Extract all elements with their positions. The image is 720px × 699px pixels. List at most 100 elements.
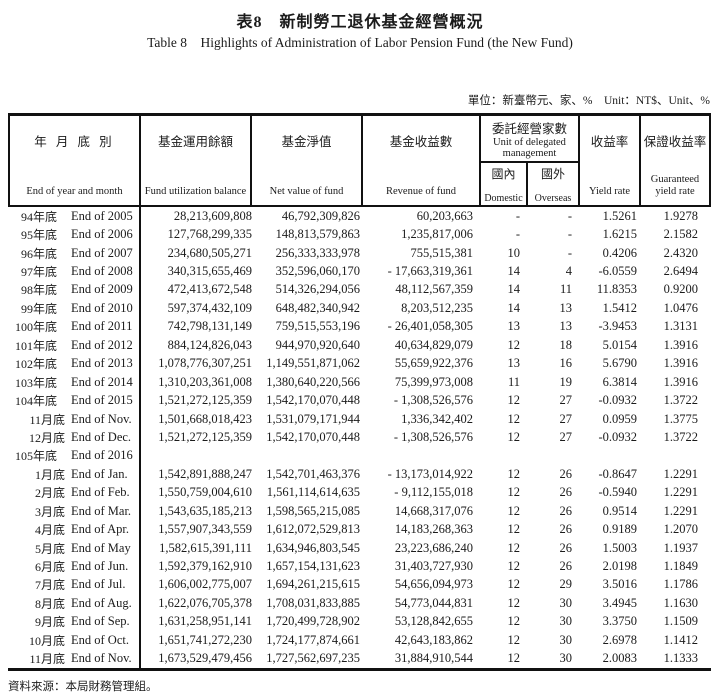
cell-domestic-units: 12 bbox=[507, 595, 521, 610]
cell-fund-utilization-balance: 1,521,272,125,359 bbox=[158, 429, 252, 444]
header-revenue: 基金收益數 Revenue of fund bbox=[363, 116, 481, 205]
cell-yield-rate: -0.0932 bbox=[598, 393, 637, 408]
cell-period-zh: 94年底 bbox=[20, 209, 57, 224]
cell-overseas-units: 27 bbox=[559, 411, 573, 426]
cell-revenue: 14,183,268,363 bbox=[394, 522, 473, 537]
header-overseas-zh: 國外 bbox=[540, 167, 565, 181]
table-row: 11月底 End of Nov. 1,673,529,479,456 1,727… bbox=[8, 649, 711, 668]
cell-period-en: End of 2008 bbox=[71, 264, 133, 279]
cell-guaranteed-yield-rate: 1.0476 bbox=[663, 300, 698, 315]
cell-domestic-units: 12 bbox=[507, 522, 521, 537]
table-row: 11月底 End of Nov. 1,501,668,018,423 1,531… bbox=[8, 409, 711, 429]
cell-fund-utilization-balance: 1,582,615,391,111 bbox=[159, 540, 252, 555]
cell-overseas-units: 26 bbox=[559, 522, 573, 537]
cell-guaranteed-yield-rate: 1.1937 bbox=[663, 540, 698, 555]
table-row: 3月底 End of Mar. 1,543,635,185,213 1,598,… bbox=[8, 502, 711, 521]
cell-period: 96年底 End of 2007 bbox=[8, 243, 141, 263]
cell-fund-utilization-balance: 234,680,505,271 bbox=[167, 245, 252, 260]
cell-net-value: 1,531,079,171,944 bbox=[266, 411, 360, 426]
cell-period: 98年底 End of 2009 bbox=[8, 280, 141, 300]
table-row: 5月底 End of May 1,582,615,391,111 1,634,9… bbox=[8, 538, 711, 558]
cell-period: 104年底 End of 2015 bbox=[8, 391, 141, 410]
cell-net-value: 1,380,640,220,566 bbox=[266, 374, 360, 389]
cell-overseas-units: 30 bbox=[559, 614, 573, 629]
cell-net-value: 1,542,170,070,448 bbox=[266, 393, 360, 408]
table-row: 102年底 End of 2013 1,078,776,307,251 1,14… bbox=[8, 354, 711, 373]
cell-overseas-units: 26 bbox=[559, 503, 573, 518]
cell-yield-rate: 0.9514 bbox=[602, 503, 637, 518]
cell-guaranteed-yield-rate: 1.3722 bbox=[663, 429, 698, 444]
cell-yield-rate: 11.8353 bbox=[596, 282, 637, 297]
cell-guaranteed-yield-rate: 1.2070 bbox=[663, 522, 698, 537]
cell-period-en: End of Mar. bbox=[71, 503, 132, 518]
cell-guaranteed-yield-rate: 0.9200 bbox=[663, 282, 698, 297]
cell-revenue: 48,112,567,359 bbox=[395, 282, 473, 297]
cell-overseas-units: 19 bbox=[559, 374, 573, 389]
cell-domestic-units: 12 bbox=[507, 337, 521, 352]
cell-net-value: 1,612,072,529,813 bbox=[266, 522, 360, 537]
cell-overseas-units: 30 bbox=[559, 595, 573, 610]
cell-yield-rate: 5.0154 bbox=[602, 337, 637, 352]
cell-period-zh: 97年底 bbox=[20, 265, 57, 280]
cell-domestic-units: 12 bbox=[507, 411, 521, 426]
cell-yield-rate: 2.0198 bbox=[602, 559, 637, 574]
cell-period-zh: 100年底 bbox=[14, 320, 57, 335]
cell-period-zh: 4月底 bbox=[34, 523, 65, 538]
cell-guaranteed-yield-rate: 1.3131 bbox=[663, 319, 698, 334]
header-yield-en: Yield rate bbox=[588, 185, 631, 197]
header-yield-zh: 收益率 bbox=[590, 135, 629, 149]
cell-revenue: 1,235,817,006 bbox=[401, 227, 473, 242]
cell-yield-rate: 2.6978 bbox=[602, 632, 637, 647]
cell-fund-utilization-balance: 742,798,131,149 bbox=[167, 319, 252, 334]
table-title-zh: 表8 新制勞工退休基金經營概況 bbox=[236, 14, 484, 31]
cell-yield-rate: -0.8647 bbox=[598, 466, 637, 481]
cell-fund-utilization-balance: 1,501,668,018,423 bbox=[158, 411, 252, 426]
cell-overseas-units: 26 bbox=[559, 485, 573, 500]
cell-revenue: 23,223,686,240 bbox=[394, 540, 473, 555]
table-row: 94年底 End of 2005 28,213,609,808 46,792,3… bbox=[8, 207, 711, 226]
cell-domestic-units: 12 bbox=[507, 503, 521, 518]
cell-revenue: 60,203,663 bbox=[416, 208, 473, 223]
cell-guaranteed-yield-rate: 1.3916 bbox=[663, 374, 698, 389]
cell-revenue: 54,773,044,831 bbox=[394, 595, 473, 610]
cell-period-en: End of Jun. bbox=[71, 559, 129, 574]
cell-guaranteed-yield-rate: 1.3775 bbox=[663, 411, 698, 426]
cell-period: 11月底 End of Nov. bbox=[8, 409, 141, 429]
header-date-zh: 年 月 底 別 bbox=[34, 135, 115, 149]
cell-net-value: 944,970,920,640 bbox=[275, 337, 360, 352]
cell-period-en: End of 2006 bbox=[71, 227, 133, 242]
cell-fund-utilization-balance: 340,315,655,469 bbox=[167, 264, 252, 279]
cell-guaranteed-yield-rate: 1.1333 bbox=[663, 651, 698, 666]
cell-net-value: 352,596,060,170 bbox=[275, 264, 360, 279]
cell-yield-rate: 2.0083 bbox=[602, 651, 637, 666]
cell-period: 7月底 End of Jul. bbox=[8, 575, 141, 595]
table-row: 100年底 End of 2011 742,798,131,149 759,51… bbox=[8, 317, 711, 337]
cell-yield-rate: -6.0559 bbox=[598, 264, 637, 279]
table-row: 7月底 End of Jul. 1,606,002,775,007 1,694,… bbox=[8, 575, 711, 595]
cell-fund-utilization-balance: 1,078,776,307,251 bbox=[158, 356, 252, 371]
cell-period-en: End of 2007 bbox=[71, 245, 133, 260]
cell-fund-utilization-balance: 1,542,891,888,247 bbox=[158, 466, 252, 481]
pension-fund-table: 年 月 底 別 End of year and month 基金運用餘額 Fun… bbox=[8, 113, 711, 671]
header-net-value: 基金淨值 Net value of fund bbox=[252, 116, 363, 205]
cell-fund-utilization-balance: 127,768,299,335 bbox=[167, 227, 252, 242]
cell-period: 6月底 End of Jun. bbox=[8, 557, 141, 576]
cell-guaranteed-yield-rate: 2.1582 bbox=[663, 227, 698, 242]
cell-period-en: End of Apr. bbox=[71, 522, 129, 537]
cell-period: 11月底 End of Nov. bbox=[8, 649, 141, 668]
cell-net-value: 1,561,114,614,635 bbox=[266, 485, 360, 500]
cell-fund-utilization-balance: 1,592,379,162,910 bbox=[158, 559, 252, 574]
header-guaranteed-en: Guaranteed yield rate bbox=[650, 173, 700, 197]
cell-period-zh: 7月底 bbox=[34, 578, 65, 593]
header-fund-utilization-balance: 基金運用餘額 Fund utilization balance bbox=[141, 116, 252, 205]
cell-period: 102年底 End of 2013 bbox=[8, 354, 141, 373]
unit-note: 單位：新臺幣元、家、% Unit：NT$、Unit、% bbox=[467, 95, 710, 107]
cell-period-zh: 103年底 bbox=[14, 375, 57, 390]
table-row: 12月底 End of Dec. 1,521,272,125,359 1,542… bbox=[8, 428, 711, 447]
cell-fund-utilization-balance: 1,543,635,185,213 bbox=[158, 503, 252, 518]
cell-revenue: - 1,308,526,576 bbox=[393, 393, 473, 408]
cell-fund-utilization-balance: 1,631,258,951,141 bbox=[158, 614, 252, 629]
cell-net-value: 648,482,340,942 bbox=[275, 300, 360, 315]
table-header: 年 月 底 別 End of year and month 基金運用餘額 Fun… bbox=[8, 113, 711, 207]
